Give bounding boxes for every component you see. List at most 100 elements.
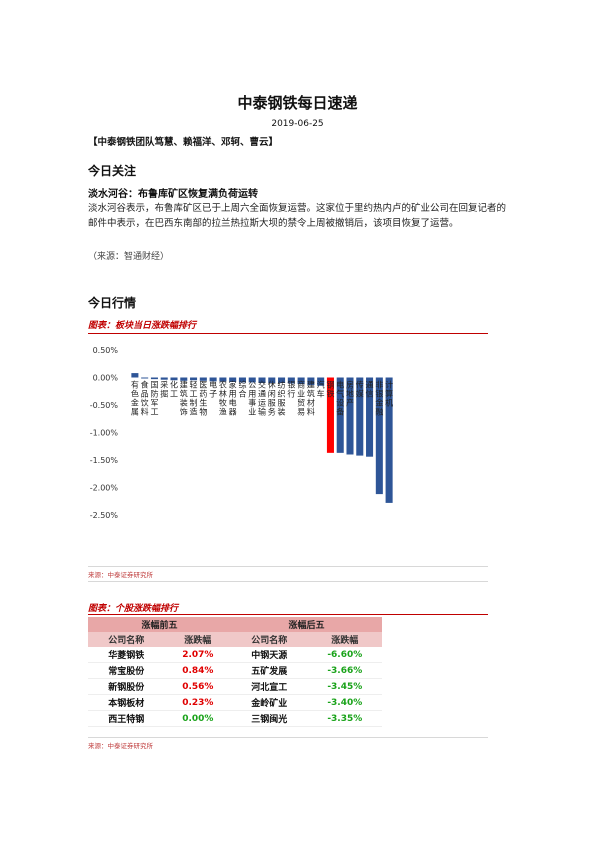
bar xyxy=(385,377,393,503)
top-change: 0.23% xyxy=(164,694,232,711)
top-change: 0.56% xyxy=(164,678,232,695)
category-label: 通信 xyxy=(366,380,374,399)
table-group-row: 涨幅前五 涨幅后五 xyxy=(88,617,382,632)
category-label: 电气设备 xyxy=(336,380,344,417)
chart-source: 来源：中泰证券研究所 xyxy=(88,571,153,579)
table-source: 来源：中泰证券研究所 xyxy=(88,742,153,750)
focus-heading: 今日关注 xyxy=(88,164,137,178)
bar xyxy=(229,377,237,382)
category-label: 有色金属 xyxy=(131,380,139,417)
table-source-rule xyxy=(88,737,488,738)
bar xyxy=(297,377,305,385)
category-label: 采掘 xyxy=(160,380,168,399)
report-title: 中泰钢铁每日速递 xyxy=(237,94,358,112)
bar xyxy=(287,377,295,384)
bar xyxy=(199,377,207,381)
table-header-row: 公司名称 涨跌幅 公司名称 涨跌幅 xyxy=(88,632,382,647)
top-company: 常宝股份 xyxy=(88,662,165,679)
category-label: 食品饮料 xyxy=(141,380,149,417)
bar xyxy=(307,377,315,386)
bar xyxy=(346,377,354,455)
bar xyxy=(317,377,325,386)
bottom-company: 河北宣工 xyxy=(231,678,308,695)
top-company: 本钢板材 xyxy=(88,694,165,711)
bottom-company: 五矿发展 xyxy=(231,662,308,679)
header-change: 涨跌幅 xyxy=(164,632,232,647)
top-change: 0.84% xyxy=(164,662,232,679)
bar xyxy=(258,377,266,383)
bar xyxy=(190,377,198,381)
bar xyxy=(336,377,344,453)
team-line: 【中泰钢铁团队笃慧、赖福洋、邓轲、曹云】 xyxy=(88,137,279,148)
focus-source: （来源：智通财经） xyxy=(88,252,170,262)
table-row: 西王特钢 0.00% 三钢闽光 -3.35% xyxy=(88,710,382,727)
chart-caption: 图表：板块当日涨跌幅排行 xyxy=(88,321,197,331)
bottom-company: 金岭矿业 xyxy=(231,694,308,711)
focus-body: 淡水河谷表示，布鲁库矿区已于上周六全面恢复运营。这家位于里约热内卢的矿业公司在回… xyxy=(88,203,507,229)
bar xyxy=(238,377,246,383)
group-top-five: 涨幅前五 xyxy=(88,617,232,632)
bar xyxy=(209,377,217,382)
category-label: 传媒 xyxy=(356,380,364,399)
bottom-company: 三钢闽光 xyxy=(231,710,308,727)
category-label: 电子 xyxy=(209,380,217,399)
category-label: 轻工制造 xyxy=(190,380,198,417)
stock-ranking-table: 涨幅前五 涨幅后五 公司名称 涨跌幅 公司名称 涨跌幅 华菱钢铁 2.07% 中… xyxy=(88,617,382,727)
category-label: 化工 xyxy=(170,380,178,399)
table-row: 本钢板材 0.23% 金岭矿业 -3.40% xyxy=(88,694,382,711)
y-tick-label: 0.50% xyxy=(93,346,119,355)
bar xyxy=(278,377,286,383)
focus-headline: 淡水河谷：布鲁库矿区恢复满负荷运转 xyxy=(88,189,258,200)
bar xyxy=(219,377,227,382)
category-label: 交通运输 xyxy=(258,380,266,417)
top-change: 0.00% xyxy=(164,710,232,727)
market-heading: 今日行情 xyxy=(88,296,137,310)
bar xyxy=(356,377,364,456)
header-company: 公司名称 xyxy=(88,632,165,647)
bar xyxy=(131,373,139,378)
bar xyxy=(150,377,158,380)
chart-source-rule xyxy=(88,566,488,567)
group-bottom-five: 涨幅后五 xyxy=(231,617,382,632)
y-tick-label: -2.50% xyxy=(90,511,119,520)
y-tick-label: -0.50% xyxy=(90,401,119,410)
bar xyxy=(326,377,334,453)
bar xyxy=(170,377,178,381)
top-company: 华菱钢铁 xyxy=(88,647,165,663)
bar xyxy=(268,377,276,383)
table-caption: 图表：个股涨跌幅排行 xyxy=(88,604,179,614)
category-label: 建筑装饰 xyxy=(180,380,188,417)
table-row: 常宝股份 0.84% 五矿发展 -3.66% xyxy=(88,662,382,679)
top-change: 2.07% xyxy=(164,647,232,663)
y-tick-label: -1.50% xyxy=(90,456,119,465)
table-row: 新钢股份 0.56% 河北宣工 -3.45% xyxy=(88,678,382,695)
category-label: 医药生物 xyxy=(199,381,207,417)
category-label: 计算机 xyxy=(385,380,393,408)
table-row: 华菱钢铁 2.07% 中钢天源 -6.60% xyxy=(88,647,382,663)
bar xyxy=(366,377,374,457)
category-label: 非银金融 xyxy=(375,380,383,417)
bar xyxy=(141,377,149,379)
top-company: 新钢股份 xyxy=(88,678,165,695)
y-tick-label: -2.00% xyxy=(90,484,119,493)
chart-caption-rule xyxy=(88,333,488,334)
category-label: 房地产 xyxy=(346,380,354,408)
bar xyxy=(180,377,188,381)
header-change: 涨跌幅 xyxy=(307,632,382,647)
bottom-company: 中钢天源 xyxy=(231,647,308,663)
category-label: 汽车 xyxy=(317,380,325,399)
category-label: 纺织服装 xyxy=(278,380,286,417)
y-tick-label: -1.00% xyxy=(90,429,119,438)
category-label: 家用电器 xyxy=(229,380,237,417)
top-company: 西王特钢 xyxy=(88,710,165,727)
table-caption-rule xyxy=(88,614,488,615)
category-label: 钢铁 xyxy=(326,380,334,399)
chart-bottom-rule xyxy=(88,581,488,582)
category-label: 国防军工 xyxy=(150,381,158,417)
bottom-change: -3.40% xyxy=(307,694,382,711)
category-label: 商业贸易 xyxy=(297,380,305,417)
bar xyxy=(160,377,168,380)
y-tick-label: 0.00% xyxy=(93,374,119,383)
category-label: 银行 xyxy=(287,380,295,399)
category-label: 休闲服务 xyxy=(268,380,276,417)
